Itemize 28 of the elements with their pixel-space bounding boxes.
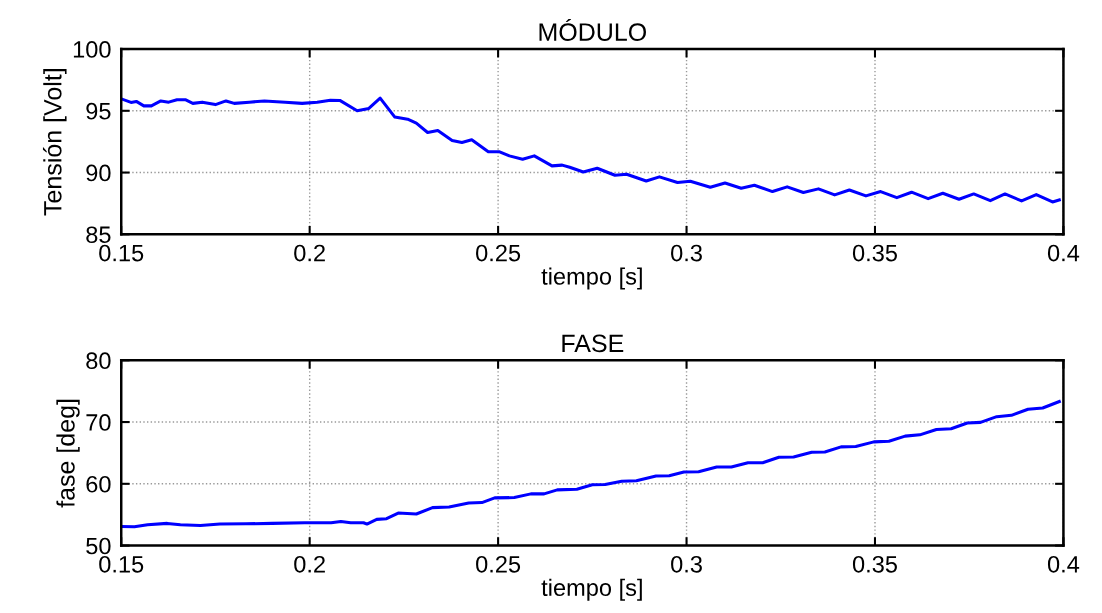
x-tick-label: 0.3 xyxy=(671,244,702,262)
x-tick-label: 0.35 xyxy=(852,555,897,573)
x-tick-label: 0.4 xyxy=(1047,555,1080,573)
y-tick-label: 70 xyxy=(86,414,111,431)
y-tick-label: 85 xyxy=(86,226,111,244)
y-tick-label: 60 xyxy=(86,475,111,493)
x-axis-title: tiempo [s] xyxy=(541,267,642,290)
chart-title: MÓDULO xyxy=(539,19,646,41)
x-tick-label: 0.4 xyxy=(1047,244,1080,262)
y-tick-label: 50 xyxy=(86,537,111,555)
line-series xyxy=(121,400,1061,529)
line-series xyxy=(121,96,1061,204)
x-tick-label: 0.2 xyxy=(294,244,325,262)
y-tick-label: 100 xyxy=(73,41,111,58)
y-tick-label: 95 xyxy=(86,102,111,120)
x-tick-label: 0.2 xyxy=(294,555,325,573)
y-axis-title: fase [deg] xyxy=(56,399,80,508)
y-axis-title: Tensión [Volt] xyxy=(42,69,67,216)
x-tick-label: 0.15 xyxy=(99,555,144,573)
x-axis-title: tiempo [s] xyxy=(541,578,642,601)
x-tick-label: 0.15 xyxy=(99,244,144,262)
x-tick-label: 0.3 xyxy=(671,555,702,573)
y-tick-label: 90 xyxy=(86,164,111,182)
x-tick-label: 0.35 xyxy=(852,244,897,262)
x-tick-label: 0.25 xyxy=(476,555,521,573)
chart-title: FASE xyxy=(562,334,624,353)
x-tick-label: 0.25 xyxy=(476,244,521,262)
y-tick-label: 80 xyxy=(86,352,111,370)
